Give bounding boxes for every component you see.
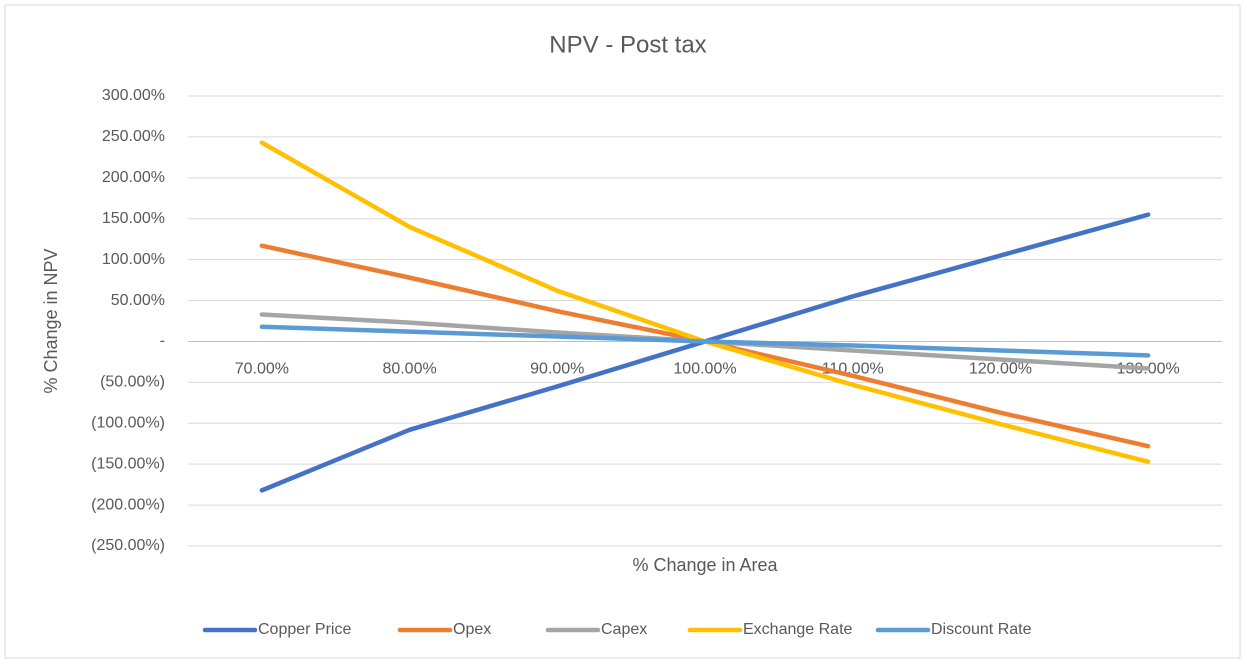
chart-title: NPV - Post tax <box>549 31 706 58</box>
x-tick-label: 100.00% <box>673 361 736 378</box>
chart-border <box>4 4 1241 659</box>
y-tick-label: (50.00%) <box>100 374 165 391</box>
y-tick-label: 200.00% <box>102 169 165 186</box>
y-tick-label: 150.00% <box>102 210 165 227</box>
y-tick-label: - <box>160 333 165 350</box>
y-tick-label: (150.00%) <box>91 455 165 472</box>
y-tick-label: (100.00%) <box>91 414 165 431</box>
x-axis-label: % Change in Area <box>632 555 778 575</box>
legend-label: Opex <box>453 621 491 638</box>
y-axis-label: % Change in NPV <box>41 248 61 393</box>
y-tick-label: 250.00% <box>102 128 165 145</box>
series-line <box>259 324 1151 358</box>
legend-label: Copper Price <box>258 621 351 638</box>
x-tick-label: 120.00% <box>969 361 1032 378</box>
y-tick-label: 50.00% <box>111 292 165 309</box>
x-tick-label: 70.00% <box>235 361 289 378</box>
x-tick-label: 80.00% <box>382 361 436 378</box>
y-tick-label: 100.00% <box>102 251 165 268</box>
legend-label: Capex <box>601 621 647 638</box>
x-tick-label: 90.00% <box>530 361 584 378</box>
y-tick-label: (200.00%) <box>91 496 165 513</box>
legend-label: Discount Rate <box>931 621 1032 638</box>
legend-label: Exchange Rate <box>743 621 853 638</box>
y-tick-label: 300.00% <box>102 87 165 104</box>
y-tick-label: (250.00%) <box>91 537 165 554</box>
